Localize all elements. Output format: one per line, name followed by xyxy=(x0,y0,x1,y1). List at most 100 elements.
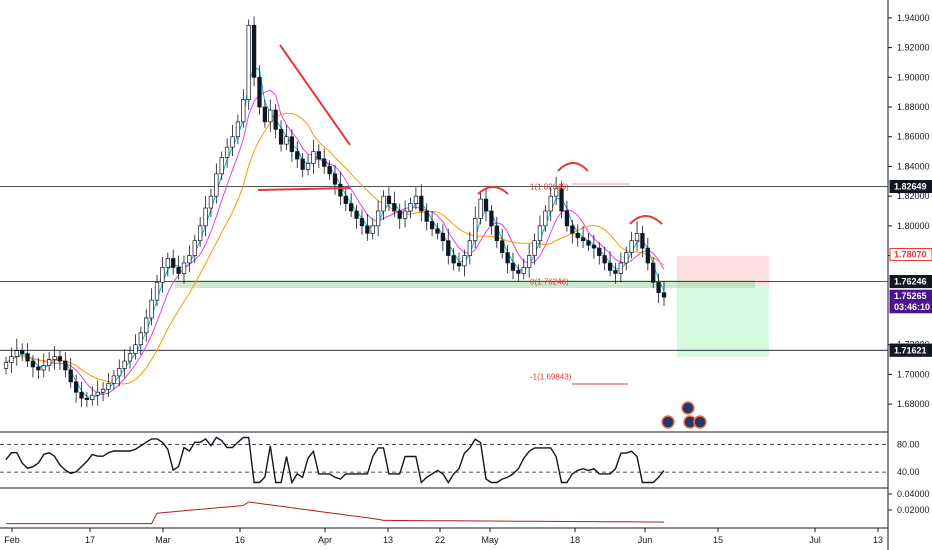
candle xyxy=(564,200,570,232)
time-axis[interactable]: Feb 17 Mar 16 Apr 13 22 May 18 Jun 15 Jul 13 xyxy=(4,528,883,545)
candle-body xyxy=(73,381,79,393)
candle xyxy=(607,251,613,277)
candle-body xyxy=(46,359,52,366)
candle-body xyxy=(160,267,165,283)
indicator-tick-label: 0.04000 xyxy=(897,489,930,499)
candle-body xyxy=(613,270,618,274)
candle xyxy=(634,221,640,252)
candle xyxy=(257,65,262,115)
candle-body xyxy=(392,203,397,212)
candles[interactable] xyxy=(3,16,667,408)
moving-average-line xyxy=(5,66,665,399)
take-profit-zone[interactable] xyxy=(677,285,769,357)
price-badge-label: 1.76246 xyxy=(894,277,927,287)
rsi-tick-label: 40.00 xyxy=(897,467,920,477)
candle-body xyxy=(111,375,117,384)
candle-body xyxy=(305,163,311,170)
candle xyxy=(117,359,122,387)
lower-indicator-panel[interactable]: 0.04000 0.02000 xyxy=(6,489,930,525)
candle-body xyxy=(36,366,41,371)
candle xyxy=(516,264,521,281)
candle-body xyxy=(57,356,63,362)
candle xyxy=(106,372,111,397)
candle-body xyxy=(451,255,456,264)
candle-body xyxy=(440,232,446,242)
candle-body xyxy=(84,397,90,401)
price-badge: 1.82649 xyxy=(889,180,932,194)
candle-body xyxy=(311,151,316,164)
candle xyxy=(402,200,408,228)
candle xyxy=(613,262,618,284)
candle xyxy=(25,343,30,367)
time-tick-label: 22 xyxy=(435,535,445,545)
candle-body xyxy=(63,360,68,371)
candle xyxy=(446,228,451,265)
candle-body xyxy=(208,195,214,209)
candle-body xyxy=(446,240,451,256)
candle xyxy=(214,163,219,204)
support-zone[interactable] xyxy=(175,280,755,288)
candle xyxy=(527,243,532,278)
candle-body xyxy=(386,195,392,204)
candle xyxy=(597,242,602,265)
event-icons[interactable] xyxy=(661,401,707,429)
candle-body xyxy=(402,210,408,219)
time-tick-label: 16 xyxy=(235,535,245,545)
candle-body xyxy=(41,365,46,371)
candle xyxy=(429,211,435,237)
price-badge: 1.76246 xyxy=(889,275,932,289)
candle xyxy=(413,187,419,210)
head-arc xyxy=(557,162,589,172)
rsi-panel[interactable]: 80.00 40.00 xyxy=(0,436,920,485)
candle xyxy=(381,190,386,220)
candle-body xyxy=(332,173,338,185)
price-badge-bg xyxy=(889,275,932,289)
candle-body xyxy=(424,210,429,222)
candle xyxy=(580,225,586,249)
shoulder-left-arc xyxy=(477,186,509,195)
candle-body xyxy=(640,232,645,249)
time-tick-label: Jun xyxy=(638,535,653,545)
candle-body xyxy=(370,225,375,234)
candle xyxy=(20,343,25,362)
candle xyxy=(435,222,440,240)
candle xyxy=(327,160,332,180)
price-tick-label: 1.88000 xyxy=(897,102,930,112)
candle xyxy=(456,252,462,272)
candle xyxy=(451,248,456,271)
candle xyxy=(408,197,413,219)
candle-body xyxy=(295,151,300,160)
candle-body xyxy=(483,198,489,212)
candle xyxy=(397,203,402,229)
candle xyxy=(241,89,246,128)
candle xyxy=(548,187,553,222)
candle xyxy=(375,200,381,237)
indicator-tick-label: 0.02000 xyxy=(897,505,930,515)
candle xyxy=(79,381,84,408)
candle xyxy=(343,188,348,211)
candle xyxy=(36,358,41,379)
moving-averages xyxy=(5,66,665,399)
moving-average-line xyxy=(5,112,665,385)
candle xyxy=(3,356,9,375)
candle xyxy=(95,380,100,406)
candle xyxy=(154,274,160,307)
candle-body xyxy=(79,391,84,399)
candle xyxy=(424,203,429,231)
candle xyxy=(602,246,607,271)
candle-body xyxy=(634,232,640,242)
candle xyxy=(235,114,241,145)
candle xyxy=(160,257,165,293)
candle-body xyxy=(106,382,111,390)
candle xyxy=(251,16,257,87)
candle xyxy=(473,206,478,249)
candle-body xyxy=(122,360,127,369)
candle-body xyxy=(607,262,613,271)
candle xyxy=(656,273,661,304)
candle-body xyxy=(365,225,370,234)
candle-body xyxy=(462,255,467,267)
trade-zones xyxy=(175,256,769,357)
candle xyxy=(370,218,375,240)
moving-average-line xyxy=(5,89,665,396)
